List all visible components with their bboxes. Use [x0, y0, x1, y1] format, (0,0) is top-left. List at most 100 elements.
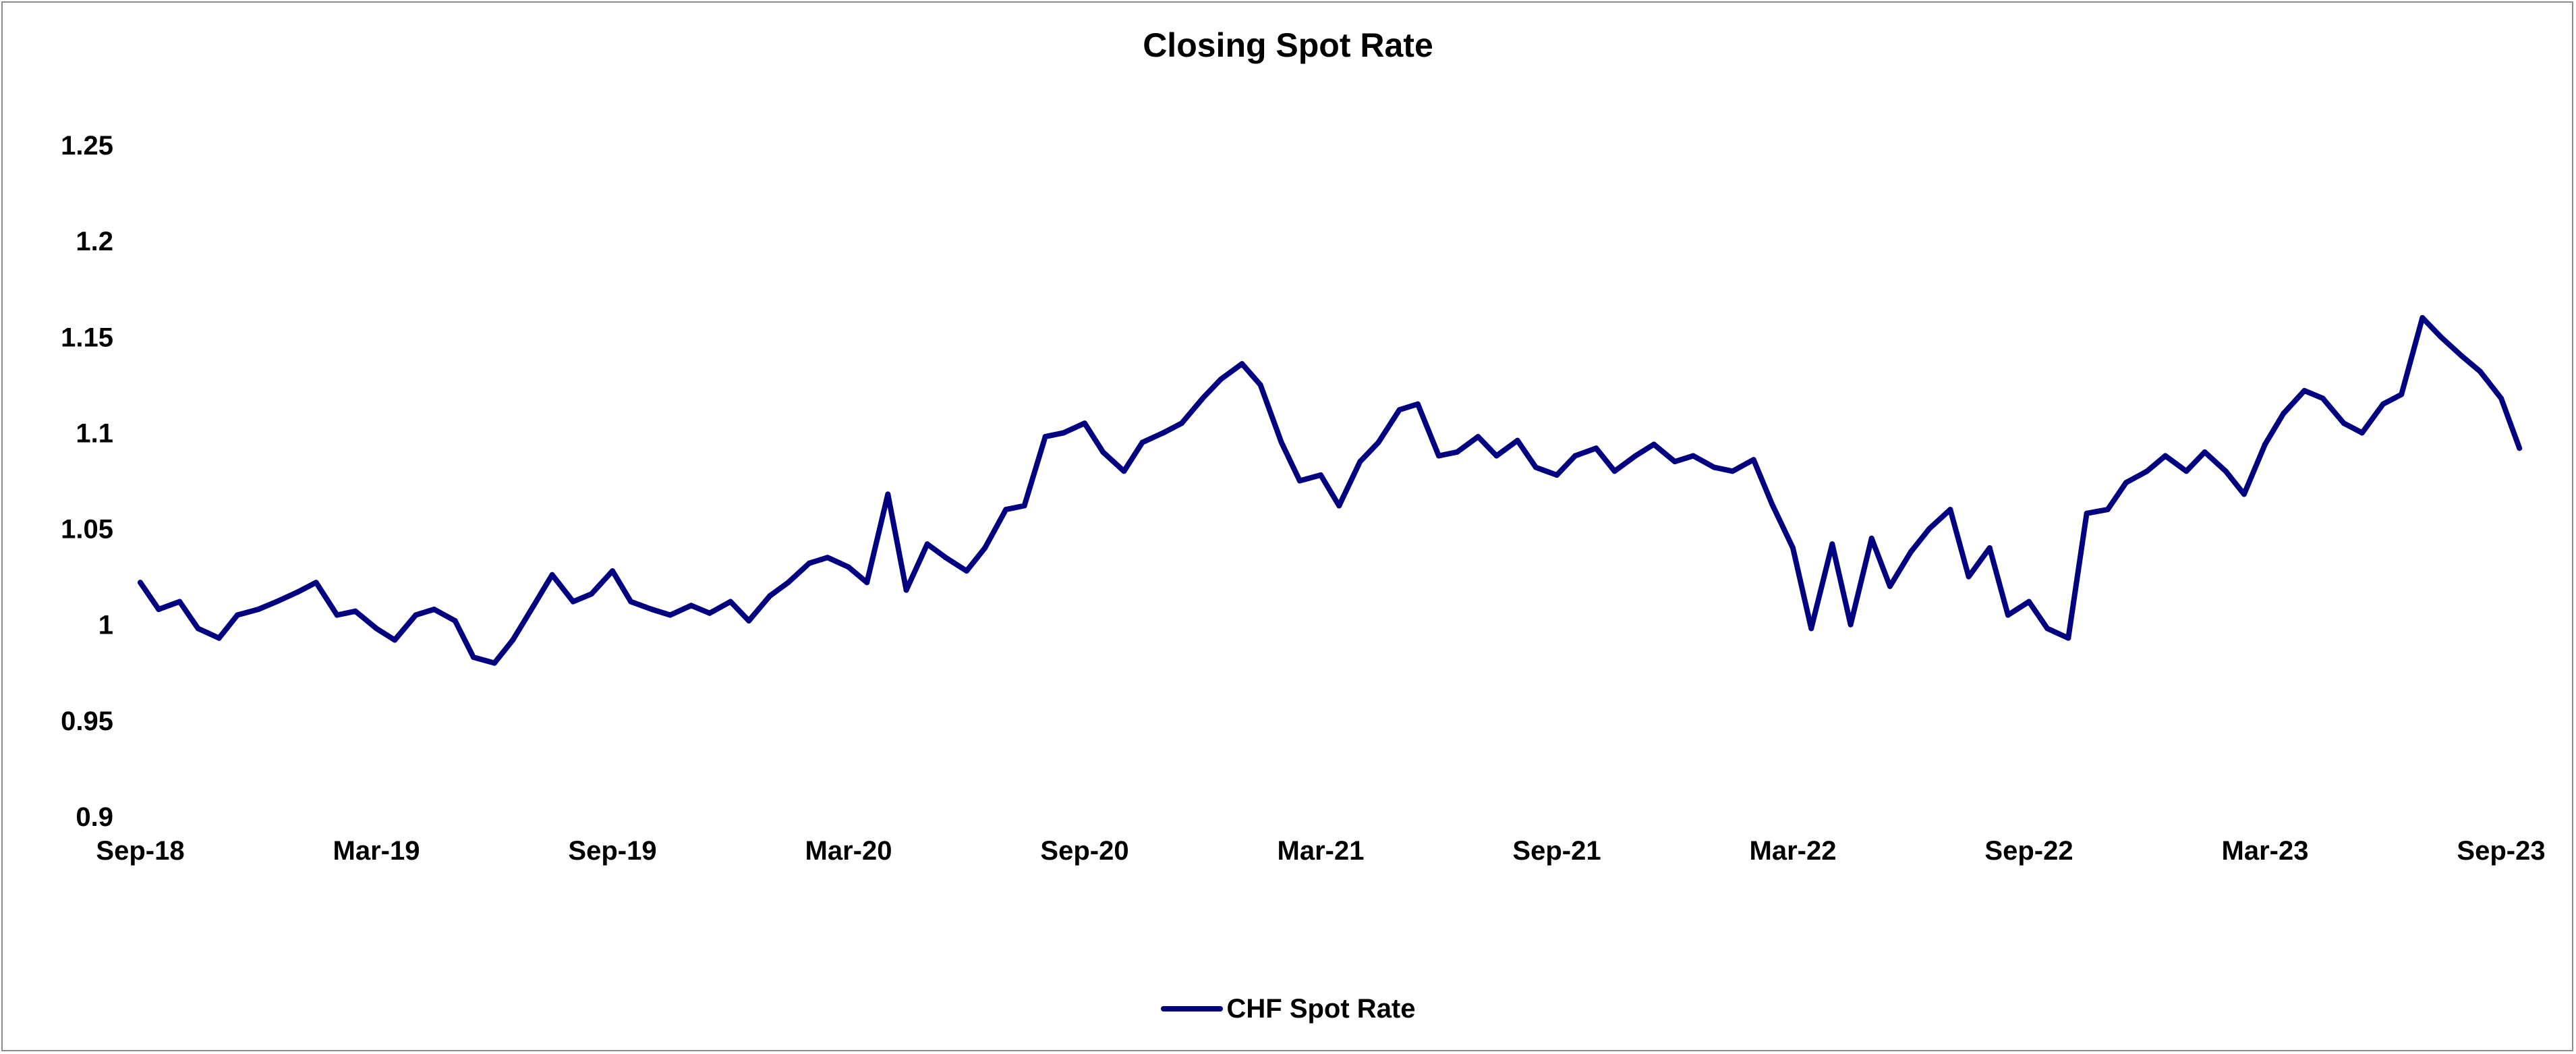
- data-point: [885, 491, 891, 497]
- data-point: [688, 603, 694, 609]
- x-tick-label: Sep-20: [1040, 836, 1128, 866]
- data-point: [1593, 445, 1599, 451]
- data-point: [1139, 439, 1145, 445]
- data-point: [667, 612, 673, 618]
- data-point: [1296, 478, 1303, 484]
- data-point: [903, 587, 909, 593]
- data-point: [2065, 635, 2071, 641]
- data-point: [1651, 441, 1657, 447]
- data-point: [1414, 401, 1421, 407]
- data-point: [2163, 453, 2169, 459]
- data-point: [392, 637, 398, 643]
- data-point: [610, 568, 615, 574]
- data-point: [2438, 334, 2444, 340]
- data-point: [1554, 472, 1559, 478]
- data-point: [1808, 626, 1814, 632]
- data-point: [1042, 434, 1048, 440]
- data-point: [2105, 507, 2111, 513]
- data-point: [1947, 507, 1953, 513]
- x-tick-label: Sep-19: [568, 836, 656, 866]
- y-tick-label: 0.9: [76, 802, 113, 832]
- y-tick-label: 1.1: [76, 418, 113, 448]
- x-tick-label: Mar-20: [805, 836, 892, 866]
- data-point: [1318, 472, 1323, 478]
- data-point: [1375, 439, 1381, 445]
- data-point: [2262, 441, 2268, 447]
- data-point: [274, 599, 280, 605]
- data-point: [2123, 480, 2129, 486]
- data-point: [1178, 420, 1184, 426]
- data-point: [746, 618, 752, 623]
- data-point: [1672, 459, 1678, 465]
- data-point: [1966, 574, 1972, 580]
- data-point: [1278, 439, 1284, 445]
- data-point: [1908, 549, 1914, 555]
- data-point: [785, 580, 791, 586]
- data-point: [1829, 541, 1835, 547]
- data-point: [2202, 449, 2208, 455]
- data-point: [1357, 459, 1363, 465]
- data-point: [2320, 395, 2326, 401]
- series-line-chf-spot-rate: [138, 314, 2523, 666]
- data-point: [1200, 395, 1205, 401]
- y-tick-label: 1.25: [61, 131, 113, 161]
- y-tick-label: 1: [98, 611, 113, 640]
- y-tick-label: 1.05: [61, 515, 113, 545]
- data-point: [470, 655, 476, 660]
- data-point: [2241, 491, 2247, 497]
- data-point: [2301, 387, 2308, 393]
- data-point: [1336, 503, 1342, 509]
- data-point: [1769, 501, 1775, 507]
- data-point: [1239, 361, 1245, 367]
- data-point: [1082, 420, 1087, 426]
- data-point: [374, 626, 379, 632]
- data-point: [1003, 507, 1009, 513]
- data-point: [2359, 430, 2365, 436]
- data-point: [2399, 391, 2405, 397]
- data-point: [1160, 430, 1166, 436]
- y-tick-label: 0.95: [61, 706, 113, 736]
- data-point: [1436, 453, 1441, 459]
- data-point: [2498, 395, 2504, 401]
- data-point: [649, 607, 655, 612]
- data-point: [1121, 468, 1127, 474]
- data-point: [334, 612, 340, 618]
- data-point: [431, 607, 437, 612]
- data-point: [2380, 401, 2386, 407]
- data-point: [924, 541, 930, 547]
- data-point: [2223, 468, 2229, 474]
- data-point: [1514, 437, 1520, 443]
- data-point: [767, 593, 773, 599]
- data-point: [1533, 464, 1539, 470]
- data-point: [1100, 449, 1106, 455]
- data-point: [295, 589, 301, 595]
- data-point: [1729, 468, 1736, 474]
- data-point: [1396, 407, 1402, 413]
- legend-label-chf-spot-rate: CHF Spot Rate: [1226, 993, 1416, 1024]
- data-point: [216, 635, 222, 641]
- data-point: [964, 568, 969, 574]
- data-point: [2183, 468, 2189, 474]
- data-point: [2084, 510, 2090, 516]
- data-point: [2044, 626, 2051, 632]
- data-point: [1887, 583, 1893, 589]
- data-point: [492, 660, 497, 666]
- data-point: [1848, 621, 1854, 628]
- data-point: [1611, 468, 1618, 474]
- data-point: [510, 637, 516, 643]
- data-point: [531, 603, 537, 609]
- data-point: [2026, 599, 2032, 605]
- data-point: [570, 599, 576, 605]
- data-point: [195, 626, 201, 632]
- x-tick-label: Sep-18: [96, 836, 184, 866]
- data-point: [728, 599, 733, 605]
- data-point: [1926, 526, 1933, 532]
- data-point: [588, 591, 594, 597]
- data-point: [1790, 545, 1796, 551]
- data-point: [1021, 503, 1027, 509]
- y-tick-label: 1.2: [76, 227, 113, 256]
- data-point: [846, 564, 851, 570]
- x-tick-label: Sep-23: [2457, 836, 2545, 866]
